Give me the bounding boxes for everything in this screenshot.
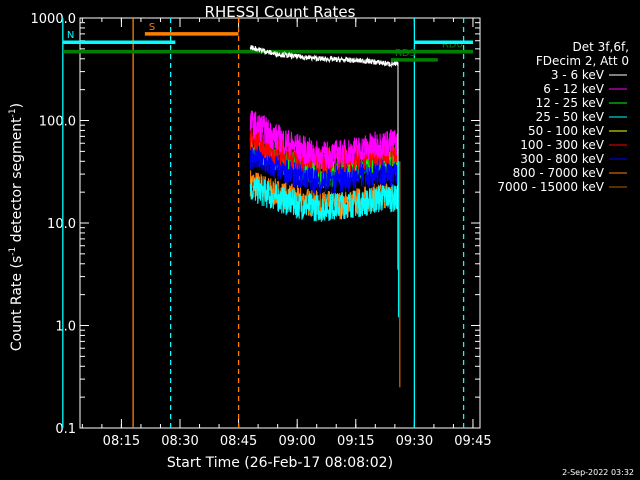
y-tick-label: 1.0	[55, 320, 76, 335]
legend-entry-label: 25 - 50 keV	[536, 110, 605, 124]
flag-bar-label: RD0	[442, 40, 463, 51]
chart-title: RHESSI Count Rates	[205, 3, 356, 21]
series-line-800-7000-kev	[249, 170, 399, 220]
x-tick-label: 09:00	[278, 434, 315, 449]
y-axis-label: Count Rate (s-1 detector segment-1)	[8, 103, 25, 351]
x-tick-label: 09:15	[337, 434, 374, 449]
legend-entry-label: 3 - 6 keV	[551, 68, 605, 82]
y-tick-label: 0.1	[55, 422, 76, 437]
flag-bar-label: S	[149, 22, 155, 33]
x-tick-label: 09:30	[396, 434, 433, 449]
y-tick-label: 1000.0	[31, 12, 77, 27]
series-line-6-12-kev	[249, 110, 399, 170]
series-line-3-6-kev	[249, 45, 399, 270]
x-axis-label: Start Time (26-Feb-17 08:08:02)	[167, 455, 393, 471]
y-tick-label: 10.0	[47, 217, 76, 232]
x-tick-label: 08:45	[220, 434, 257, 449]
legend-entry-label: 100 - 300 keV	[520, 138, 604, 152]
flag-bar-label: N	[67, 30, 74, 41]
x-tick-label: 08:15	[103, 434, 140, 449]
legend-header: Det 3f,6f,	[573, 40, 630, 54]
legend-entry-label: 300 - 800 keV	[520, 152, 604, 166]
flag-bar-label: RDS	[395, 48, 416, 59]
legend-entry-label: 6 - 12 keV	[543, 82, 605, 96]
legend-entry-label: 800 - 7000 keV	[513, 166, 605, 180]
legend-entry-label: 7000 - 15000 keV	[497, 180, 604, 194]
series-line-25-50-kev	[249, 176, 399, 222]
legend-entry-label: 12 - 25 keV	[536, 96, 605, 110]
legend-header: FDecim 2, Att 0	[536, 54, 629, 68]
footer-date: 2-Sep-2022 03:32	[562, 468, 634, 477]
x-tick-label: 08:30	[161, 434, 198, 449]
x-tick-label: 09:45	[454, 434, 491, 449]
legend-entry-label: 50 - 100 keV	[528, 124, 605, 138]
plot-area: 0.1 1.0 10.0 100.0 1000.0 08:15 08:30 08:45 09:0…	[31, 12, 492, 449]
y-tick-label: 100.0	[39, 115, 76, 130]
